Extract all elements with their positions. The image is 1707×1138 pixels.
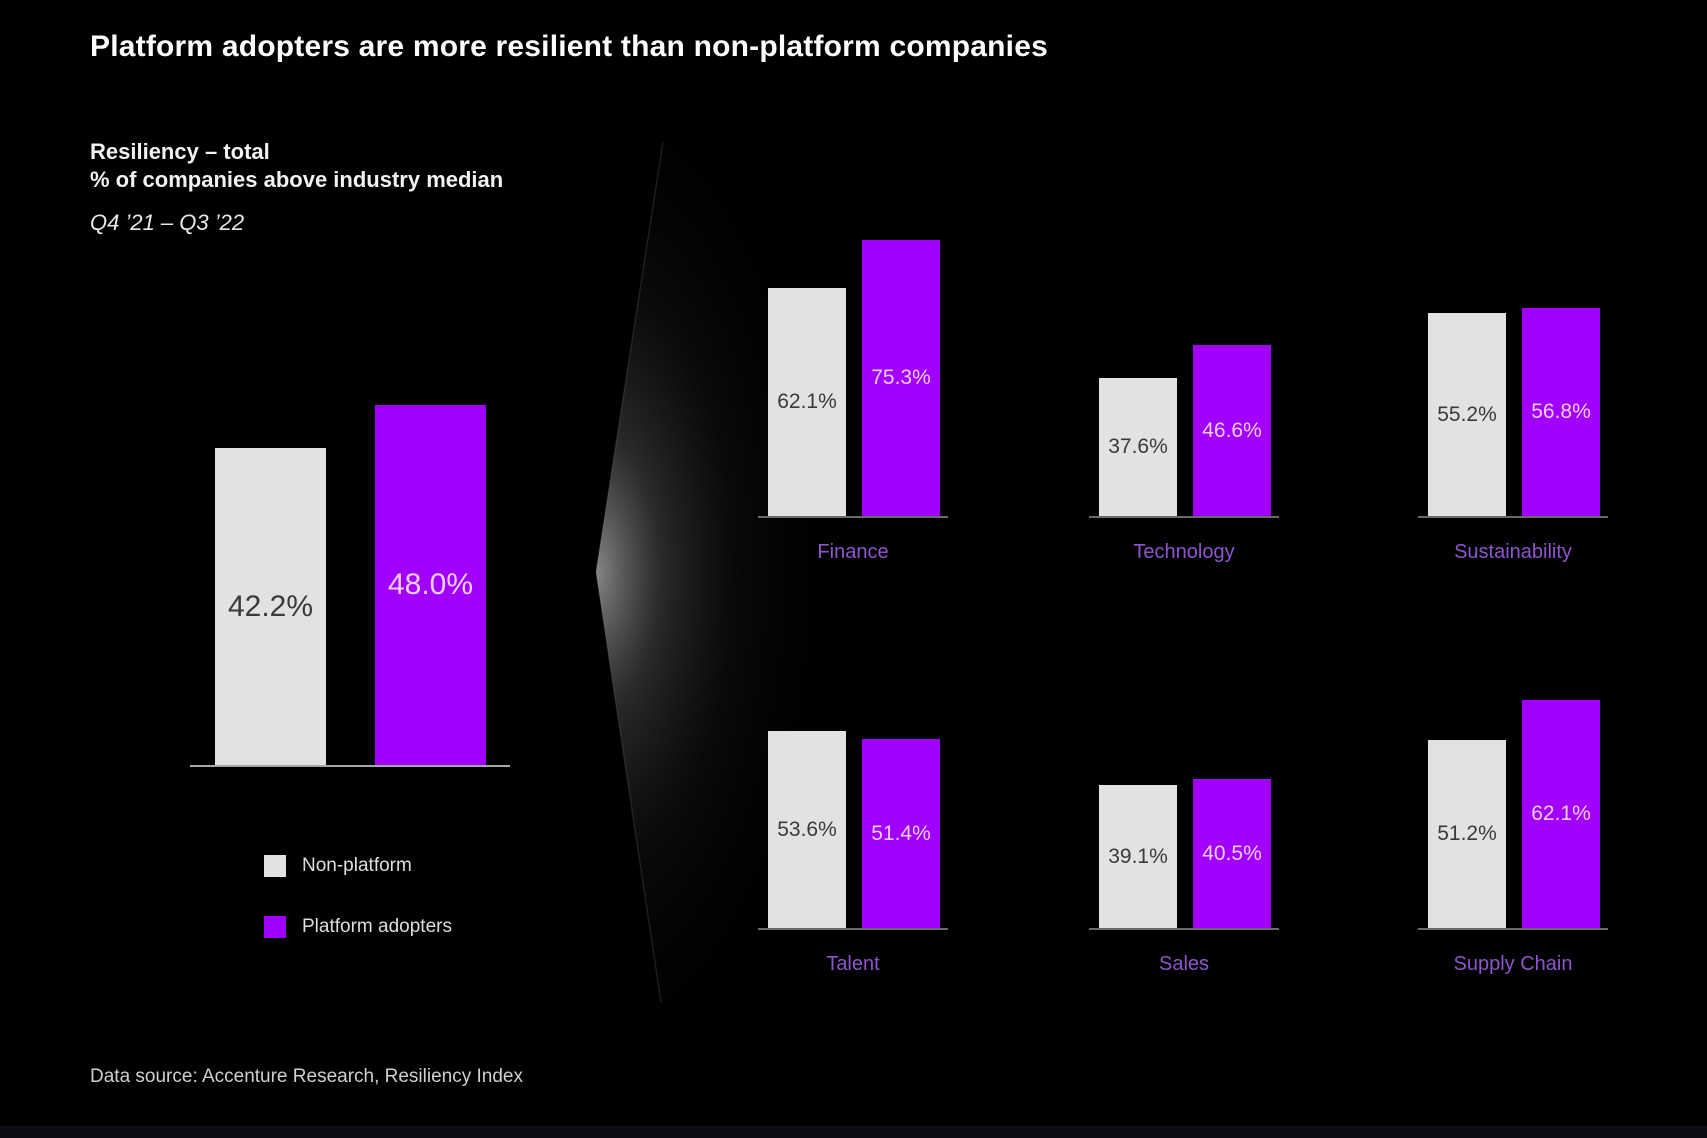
chart-period: Q4 ’21 – Q3 ’22 xyxy=(90,210,245,235)
category-label-supply-chain: Supply Chain xyxy=(1453,953,1573,975)
chart-baseline xyxy=(758,516,948,518)
bar-non-platform: 51.2% xyxy=(1428,740,1506,928)
legend-swatch-non-platform xyxy=(264,855,286,877)
breakdown-chart-technology: 37.6% 46.6% xyxy=(1089,216,1279,518)
breakdown-chart-finance: 62.1% 75.3% xyxy=(758,216,948,518)
total-bar-value-platform-adopters: 48.0% xyxy=(387,568,474,601)
legend-swatch-platform-adopters xyxy=(264,916,286,938)
breakdown-chart-talent: 53.6% 51.4% xyxy=(758,628,948,930)
chart-baseline xyxy=(1418,928,1608,930)
legend-item-non-platform: Non-platform xyxy=(264,855,412,877)
bar-platform-adopters: 62.1% xyxy=(1522,700,1600,928)
zoom-beam-edge xyxy=(596,142,664,1002)
bar-value-label: 62.1% xyxy=(1531,802,1591,825)
category-label-finance: Finance xyxy=(817,541,889,563)
chart-baseline xyxy=(1418,516,1608,518)
chart-subtitle-line1: Resiliency – total xyxy=(90,139,270,164)
bar-value-label: 53.6% xyxy=(777,817,837,841)
legend-label: Non-platform xyxy=(302,855,412,876)
bar-value-label: 62.1% xyxy=(777,390,837,413)
breakdown-chart-supply-chain: 51.2% 62.1% xyxy=(1418,628,1608,930)
breakdown-chart-sustainability: 55.2% 56.8% xyxy=(1418,216,1608,518)
bar-platform-adopters: 46.6% xyxy=(1193,345,1271,516)
data-source-note: Data source: Accenture Research, Resilie… xyxy=(90,1066,523,1087)
bar-value-label: 46.6% xyxy=(1202,418,1262,442)
legend-label: Platform adopters xyxy=(302,916,452,937)
category-label-sales: Sales xyxy=(1158,953,1210,975)
bar-value-label: 51.2% xyxy=(1437,822,1497,845)
bar-platform-adopters: 56.8% xyxy=(1522,308,1600,516)
bar-platform-adopters: 75.3% xyxy=(862,240,940,516)
category-label-talent: Talent xyxy=(826,953,880,975)
breakdown-chart-sales: 39.1% 40.5% xyxy=(1089,628,1279,930)
total-resiliency-chart: 42.2% 48.0% xyxy=(190,404,510,767)
legend-item-platform-adopters: Platform adopters xyxy=(264,916,452,938)
bar-non-platform: 62.1% xyxy=(768,288,846,516)
bar-non-platform: 55.2% xyxy=(1428,313,1506,516)
bar-platform-adopters: 40.5% xyxy=(1193,779,1271,928)
chart-baseline xyxy=(758,928,948,930)
chart-baseline xyxy=(1089,516,1279,518)
bar-value-label: 56.8% xyxy=(1531,400,1591,423)
total-bar-non-platform: 42.2% xyxy=(215,448,326,765)
category-label-technology: Technology xyxy=(1133,541,1235,563)
chart-subtitle-line2: % of companies above industry median xyxy=(90,167,504,192)
total-bar-value-non-platform: 42.2% xyxy=(227,589,314,623)
page-title: Platform adopters are more resilient tha… xyxy=(90,30,1048,63)
bar-value-label: 55.2% xyxy=(1437,402,1497,426)
chart-subtitle: Resiliency – total % of companies above … xyxy=(90,138,650,194)
bar-value-label: 51.4% xyxy=(871,821,931,845)
bar-platform-adopters: 51.4% xyxy=(862,739,940,928)
bar-value-label: 39.1% xyxy=(1108,844,1168,868)
chart-baseline xyxy=(1089,928,1279,930)
bottom-edge-shade xyxy=(0,1126,1707,1138)
bar-non-platform: 39.1% xyxy=(1099,785,1177,928)
category-label-sustainability: Sustainability xyxy=(1454,541,1572,563)
bar-value-label: 37.6% xyxy=(1108,435,1168,458)
bar-value-label: 75.3% xyxy=(871,366,931,389)
total-bar-platform-adopters: 48.0% xyxy=(375,405,486,765)
bar-non-platform: 53.6% xyxy=(768,731,846,928)
bar-value-label: 40.5% xyxy=(1202,841,1262,865)
bar-non-platform: 37.6% xyxy=(1099,378,1177,516)
total-chart-baseline xyxy=(190,765,510,767)
